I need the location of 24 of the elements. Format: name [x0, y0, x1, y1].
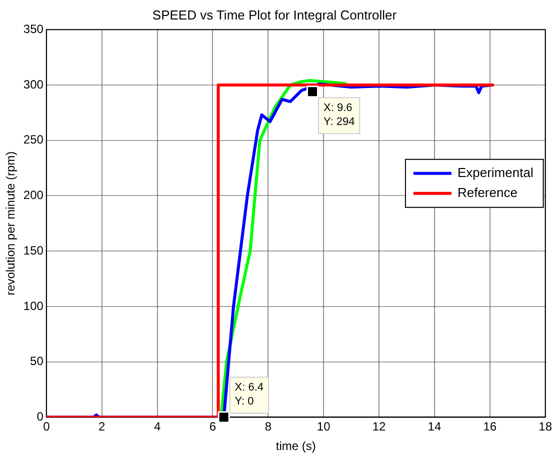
- x-tick-label: 14: [428, 420, 442, 434]
- x-tick-label: 10: [316, 420, 331, 434]
- x-tick-label: 2: [98, 420, 106, 434]
- x-tick-label: 6: [209, 420, 216, 434]
- y-tick-label: 350: [23, 22, 44, 36]
- x-tick-label: 18: [538, 420, 552, 434]
- legend-label: Reference: [457, 184, 518, 200]
- x-axis-title: time (s): [276, 439, 316, 454]
- x-tick-label: 8: [264, 420, 272, 434]
- annotation: X: 9.6 Y: 294: [324, 102, 355, 128]
- y-tick-label: 0: [36, 410, 44, 424]
- legend-label: Experimental: [457, 164, 534, 180]
- x-tick-label: 16: [483, 420, 497, 434]
- y-tick-label: 200: [23, 188, 44, 202]
- x-tick-label: 4: [154, 420, 161, 434]
- annotation: X: 6.4 Y: 0: [234, 382, 264, 408]
- y-tick-label: 150: [23, 243, 44, 258]
- y-tick-label: 250: [23, 132, 44, 147]
- x-tick-label: 12: [372, 420, 386, 434]
- chart-title: SPEED vs Time Plot for Integral Controller: [152, 7, 398, 22]
- y-tick-label: 300: [23, 77, 44, 92]
- y-tick-label: 50: [30, 354, 44, 368]
- y-axis-title: revolution per minute (rpm): [4, 151, 18, 296]
- y-tick-label: 100: [23, 298, 44, 313]
